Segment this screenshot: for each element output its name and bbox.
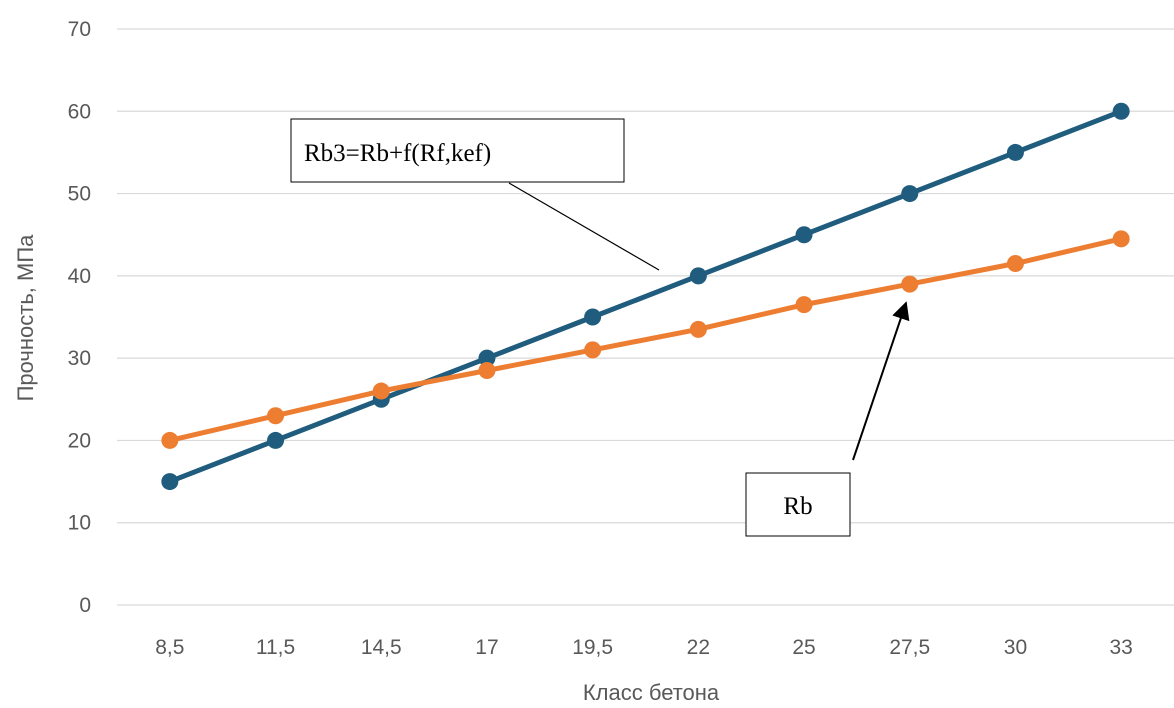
data-point (901, 275, 919, 293)
series-line (167, 236, 1124, 443)
x-tick-label: 30 (1004, 636, 1027, 659)
x-tick-labels: 8,5 11,5 14,5 17 19,5 22 25 27,5 30 33 (155, 636, 1133, 659)
data-point (1112, 102, 1130, 120)
data-point (478, 361, 496, 379)
data-point (1112, 230, 1130, 248)
y-axis-title: Прочность, МПа (13, 234, 38, 402)
data-point (795, 296, 813, 314)
y-tick-label: 30 (68, 347, 91, 370)
data-point (584, 341, 602, 359)
series-line (167, 108, 1124, 485)
y-tick-label: 20 (68, 429, 91, 452)
y-tick-label: 50 (68, 183, 91, 206)
x-tick-label: 22 (687, 636, 710, 659)
x-tick-label: 11,5 (256, 636, 295, 659)
series-1 (161, 230, 1130, 449)
y-tick-label: 0 (79, 594, 91, 617)
annotation-box-rb (745, 472, 851, 537)
y-tick-label: 70 (68, 18, 91, 41)
data-point (478, 349, 496, 367)
data-point (1006, 255, 1024, 273)
data-point (1006, 143, 1024, 161)
x-tick-label: 27,5 (889, 636, 930, 659)
x-tick-label: 8,5 (155, 636, 184, 659)
data-point (161, 431, 179, 449)
x-tick-label: 14,5 (361, 636, 402, 659)
annotation-label-rb: Rb (783, 493, 812, 520)
x-tick-label: 25 (792, 636, 815, 659)
annotation-arrow-rb (852, 301, 910, 461)
data-point (689, 267, 707, 285)
data-point (372, 382, 390, 400)
annotation-box-rb3 (290, 118, 625, 183)
y-tick-label: 60 (68, 100, 91, 123)
x-axis-title: Класс бетона (583, 680, 720, 705)
data-point (584, 308, 602, 326)
annotation-leader-rb3 (508, 182, 660, 271)
annotation-label-rb3: Rb3=Rb+f(Rf,kef) (304, 140, 491, 167)
x-tick-label: 19,5 (572, 636, 613, 659)
data-point (267, 431, 285, 449)
series-lines (161, 102, 1130, 491)
y-tick-label: 40 (68, 265, 91, 288)
data-point (161, 473, 179, 491)
y-tick-label: 10 (68, 512, 91, 535)
data-point (795, 226, 813, 244)
data-point (901, 185, 919, 203)
y-tick-labels: 0 10 20 30 40 50 60 70 (68, 18, 91, 617)
x-tick-label: 17 (475, 636, 498, 659)
x-tick-label: 33 (1109, 636, 1132, 659)
data-point (689, 320, 707, 338)
data-point (267, 407, 285, 425)
gridlines (117, 28, 1174, 606)
